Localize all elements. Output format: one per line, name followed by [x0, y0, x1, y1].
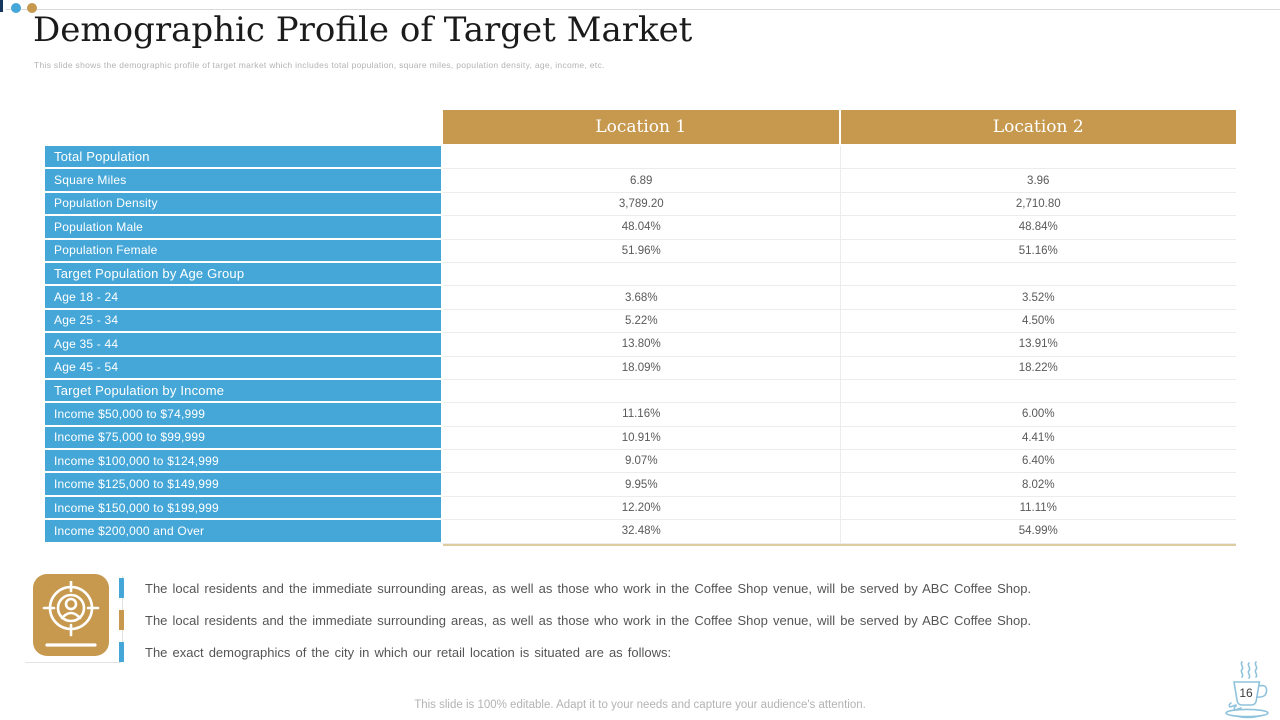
- row-label: Income $125,000 to $149,999: [45, 473, 441, 497]
- row-value-loc2: 13.91%: [839, 333, 1236, 357]
- row-value-loc2: 8.02%: [839, 473, 1236, 497]
- row-value-loc1: 6.89: [443, 169, 840, 193]
- bullet-bar-icon: [119, 610, 124, 630]
- table-row: Age 18 - 24 3.68% 3.52%: [45, 286, 1236, 310]
- row-label: Age 18 - 24: [45, 286, 441, 310]
- row-value-loc1: 3,789.20: [443, 192, 840, 217]
- bullet-text: The local residents and the immediate su…: [145, 580, 1032, 596]
- top-divider: [6, 9, 1280, 10]
- row-value-loc2: 48.84%: [839, 216, 1236, 240]
- blue-dot-icon: [11, 3, 21, 13]
- gold-dot-icon: [27, 3, 37, 13]
- column-header-location-1: Location 1: [443, 110, 839, 144]
- row-value-loc2: 2,710.80: [839, 192, 1236, 217]
- row-value-loc1: 10.91%: [443, 426, 840, 451]
- row-value-loc2: 4.50%: [839, 309, 1236, 334]
- row-value-loc2: 6.40%: [839, 450, 1236, 474]
- row-value-loc2: 51.16%: [839, 239, 1236, 263]
- table-header: Location 1 Location 2: [443, 110, 1236, 144]
- row-value-loc2: [839, 379, 1236, 404]
- bullet-item: The local residents and the immediate su…: [119, 608, 1249, 632]
- target-icon: [33, 574, 109, 656]
- row-label: Income $100,000 to $124,999: [45, 450, 441, 474]
- table-row: Age 35 - 44 13.80% 13.91%: [45, 333, 1236, 357]
- row-label: Total Population: [45, 146, 441, 170]
- row-value-loc2: 6.00%: [839, 403, 1236, 427]
- row-label: Target Population by Age Group: [45, 262, 441, 287]
- table-row: Income $150,000 to $199,999 12.20% 11.11…: [45, 496, 1236, 521]
- row-label: Age 25 - 34: [45, 309, 441, 334]
- row-value-loc1: 11.16%: [443, 403, 840, 427]
- row-label: Population Male: [45, 216, 441, 240]
- table-row: Target Population by Income: [45, 379, 1236, 404]
- table-row: Income $75,000 to $99,999 10.91% 4.41%: [45, 426, 1236, 451]
- bullet-bar-icon: [119, 642, 124, 662]
- row-value-loc2: [839, 146, 1236, 170]
- table-row: Income $50,000 to $74,999 11.16% 6.00%: [45, 403, 1236, 427]
- table-bottom-line: [443, 543, 1236, 546]
- bullet-text: The local residents and the immediate su…: [145, 612, 1032, 628]
- table-row: Age 25 - 34 5.22% 4.50%: [45, 309, 1236, 334]
- row-label: Income $50,000 to $74,999: [45, 403, 441, 427]
- page-title: Demographic Profile of Target Market: [33, 10, 693, 50]
- row-value-loc2: [839, 262, 1236, 287]
- table-row: Population Male 48.04% 48.84%: [45, 216, 1236, 240]
- table-row: Total Population: [45, 146, 1236, 170]
- row-value-loc1: 3.68%: [443, 286, 840, 310]
- row-value-loc1: 32.48%: [443, 520, 840, 544]
- table-row: Square Miles 6.89 3.96: [45, 169, 1236, 193]
- row-value-loc2: 18.22%: [839, 356, 1236, 380]
- table-row: Population Density 3,789.20 2,710.80: [45, 192, 1236, 217]
- row-label: Income $150,000 to $199,999: [45, 496, 441, 521]
- row-value-loc1: 9.07%: [443, 450, 840, 474]
- row-value-loc1: [443, 379, 840, 404]
- table-row: Income $125,000 to $149,999 9.95% 8.02%: [45, 473, 1236, 497]
- row-value-loc2: 4.41%: [839, 426, 1236, 451]
- row-value-loc1: 5.22%: [443, 309, 840, 334]
- corner-mark: [0, 0, 3, 12]
- page-subtitle: This slide shows the demographic profile…: [34, 60, 605, 70]
- row-value-loc1: 13.80%: [443, 333, 840, 357]
- table-row: Population Female 51.96% 51.16%: [45, 239, 1236, 263]
- table-row: Income $200,000 and Over 32.48% 54.99%: [45, 520, 1236, 544]
- bullet-text: The exact demographics of the city in wh…: [145, 644, 672, 660]
- row-value-loc2: 11.11%: [839, 496, 1236, 521]
- row-label: Population Density: [45, 192, 441, 217]
- row-value-loc2: 3.52%: [839, 286, 1236, 310]
- row-label: Age 35 - 44: [45, 333, 441, 357]
- bullet-item: The local residents and the immediate su…: [119, 576, 1249, 600]
- row-value-loc1: [443, 146, 840, 170]
- row-label: Population Female: [45, 239, 441, 263]
- demographics-table: Location 1 Location 2 Total Population S…: [45, 110, 1236, 546]
- row-label: Income $200,000 and Over: [45, 520, 441, 544]
- footer-note: This slide is 100% editable. Adapt it to…: [414, 699, 866, 711]
- row-value-loc1: 48.04%: [443, 216, 840, 240]
- bullets-divider-horizontal: [25, 662, 121, 663]
- bullet-bar-icon: [119, 578, 124, 598]
- row-value-loc2: 54.99%: [839, 520, 1236, 544]
- row-value-loc2: 3.96: [839, 169, 1236, 193]
- table-row: Income $100,000 to $124,999 9.07% 6.40%: [45, 450, 1236, 474]
- row-label: Square Miles: [45, 169, 441, 193]
- row-label: Target Population by Income: [45, 379, 441, 404]
- page-number: 16: [1239, 686, 1253, 700]
- row-value-loc1: 51.96%: [443, 239, 840, 263]
- table-row: Target Population by Age Group: [45, 262, 1236, 287]
- row-value-loc1: [443, 262, 840, 287]
- bullet-item: The exact demographics of the city in wh…: [119, 640, 1249, 664]
- table-body: Total Population Square Miles 6.89 3.96 …: [45, 146, 1236, 544]
- row-label: Income $75,000 to $99,999: [45, 426, 441, 451]
- row-label: Age 45 - 54: [45, 356, 441, 380]
- table-row: Age 45 - 54 18.09% 18.22%: [45, 356, 1236, 380]
- row-value-loc1: 12.20%: [443, 496, 840, 521]
- bullets: The local residents and the immediate su…: [119, 576, 1249, 672]
- coffee-cup-icon: [1222, 661, 1276, 720]
- column-header-location-2: Location 2: [840, 110, 1236, 144]
- row-value-loc1: 18.09%: [443, 356, 840, 380]
- row-value-loc1: 9.95%: [443, 473, 840, 497]
